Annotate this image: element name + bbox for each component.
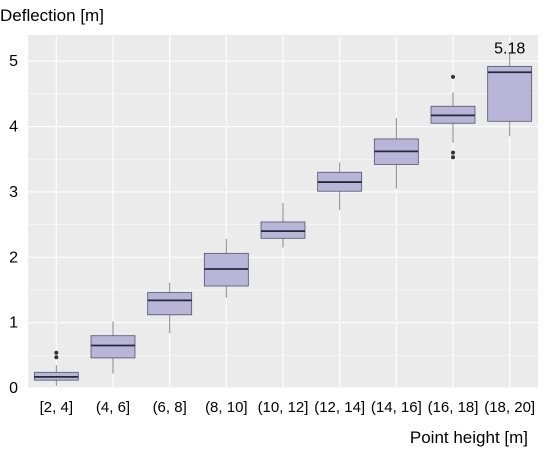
x-tick-label: (16, 18]	[428, 399, 479, 416]
y-tick-label: 4	[9, 119, 18, 136]
outlier-point	[54, 350, 59, 355]
x-tick-label: (18, 20]	[484, 399, 535, 416]
x-tick-label: (6, 8]	[153, 399, 187, 416]
box-2	[90, 321, 136, 374]
box-6	[317, 162, 363, 211]
outlier-point	[451, 74, 455, 79]
y-axis-title: Deflection [m]	[0, 6, 104, 25]
y-tick-label: 5	[9, 53, 18, 70]
outlier-point	[54, 355, 59, 360]
y-tick-label: 0	[9, 380, 18, 397]
outlier-point	[451, 150, 455, 155]
x-tick-label: (8, 10]	[205, 399, 248, 416]
box-8	[430, 74, 476, 160]
x-tick-label: (10, 12]	[258, 399, 309, 416]
box-9	[487, 53, 533, 137]
box-5	[260, 203, 306, 248]
x-tick-label: (4, 6]	[96, 399, 130, 416]
y-tick-label: 3	[9, 184, 18, 201]
x-tick-label: [2, 4]	[40, 399, 73, 416]
annotation-layer: 5.18	[494, 40, 525, 57]
iqr-box	[147, 292, 193, 316]
y-tick-label: 1	[9, 315, 18, 332]
y-tick-labels: 0 1 2 3 4 5	[9, 53, 18, 397]
iqr-box	[90, 335, 136, 359]
box-layer	[33, 53, 533, 387]
iqr-box	[487, 65, 533, 122]
x-axis-title: Point height [m]	[410, 428, 528, 447]
x-tick-labels: [2, 4] (4, 6] (6, 8] (8, 10] (10, 12] (12, 14…	[40, 399, 535, 416]
box-1	[33, 350, 79, 387]
iqr-box	[260, 221, 306, 239]
y-tick-label: 2	[9, 249, 18, 266]
box-4	[203, 238, 249, 298]
value-annotation: 5.18	[494, 40, 525, 57]
outlier-point	[451, 155, 455, 160]
x-tick-label: (12, 14]	[314, 399, 365, 416]
x-tick-label: (14, 16]	[371, 399, 422, 416]
box-7	[373, 118, 419, 189]
box-3	[147, 282, 193, 334]
